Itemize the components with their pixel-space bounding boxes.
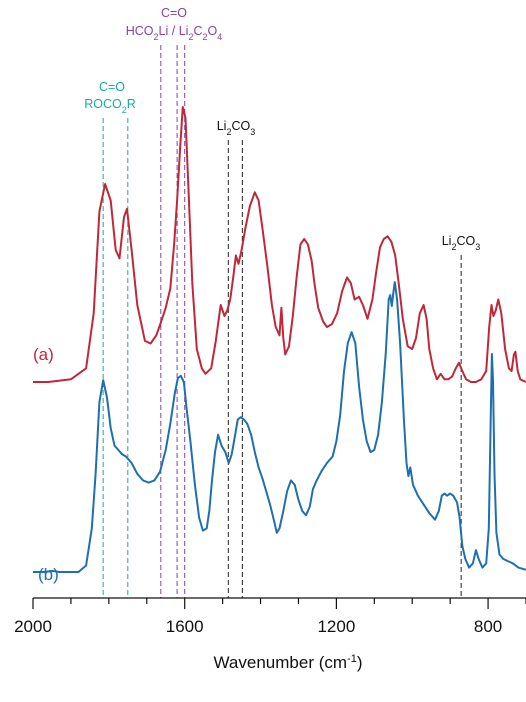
purple-annotation-line2: HCO2Li / Li2C2O4 — [126, 24, 223, 42]
li2co3-annotation-right: Li2CO3 — [442, 234, 481, 252]
li2co3-annotation-left: Li2CO3 — [217, 119, 256, 137]
series-lines — [33, 106, 526, 573]
teal-annotation-line2: ROCO2R — [84, 97, 136, 115]
x-axis-title: Wavenumber (cm-1) — [214, 653, 363, 672]
tick-label-1200: 1200 — [317, 617, 355, 636]
series-label-a: (a) — [33, 345, 54, 364]
x-ticks: 2000 1600 1200 800 — [14, 598, 526, 636]
series-line-a — [33, 106, 526, 383]
tick-label-1600: 1600 — [166, 617, 204, 636]
teal-annotation-line1: C=O — [99, 80, 125, 94]
series-label-b: (b) — [38, 565, 59, 584]
tick-label-800: 800 — [474, 617, 502, 636]
series-line-b — [33, 281, 526, 573]
tick-label-2000: 2000 — [14, 617, 52, 636]
purple-annotation-line1: C=O — [161, 6, 187, 20]
